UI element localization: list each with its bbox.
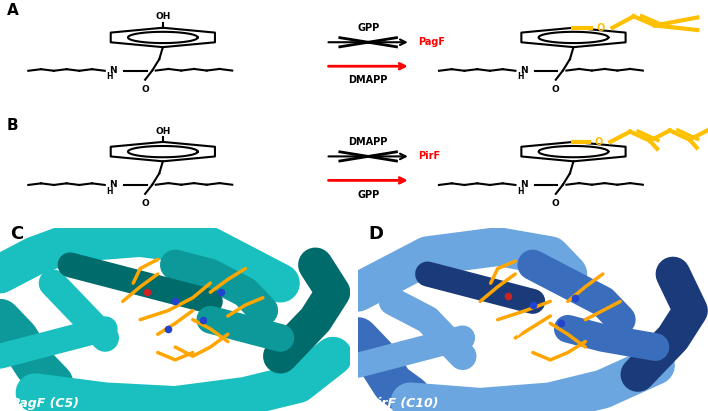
Text: PagF (C5): PagF (C5) xyxy=(11,397,79,410)
Text: O: O xyxy=(596,23,605,33)
Text: O: O xyxy=(142,85,149,94)
Text: O: O xyxy=(594,137,603,147)
Text: O: O xyxy=(552,85,559,94)
Text: O: O xyxy=(552,199,559,208)
Text: H: H xyxy=(106,72,113,81)
Text: G221: G221 xyxy=(473,330,522,350)
Text: A: A xyxy=(7,3,19,18)
Text: O: O xyxy=(142,199,149,208)
Text: GPP: GPP xyxy=(357,23,379,33)
Text: GPP: GPP xyxy=(357,189,379,199)
Text: PagF: PagF xyxy=(418,37,445,47)
Text: H: H xyxy=(106,187,113,196)
Text: OH: OH xyxy=(155,12,171,21)
Text: F222: F222 xyxy=(137,337,171,350)
Text: PirF: PirF xyxy=(418,151,440,162)
Text: C: C xyxy=(11,225,24,243)
Text: N: N xyxy=(520,66,527,75)
Text: B: B xyxy=(7,118,18,133)
Text: DMAPP: DMAPP xyxy=(348,137,388,147)
Text: N: N xyxy=(110,66,117,75)
Text: N: N xyxy=(110,180,117,189)
Text: D: D xyxy=(368,225,383,243)
Text: H: H xyxy=(517,72,524,81)
Text: N: N xyxy=(520,180,527,189)
Text: PirF (C10): PirF (C10) xyxy=(368,397,438,410)
Text: H: H xyxy=(517,187,524,196)
Text: DMAPP: DMAPP xyxy=(348,75,388,85)
Text: OH: OH xyxy=(155,127,171,136)
